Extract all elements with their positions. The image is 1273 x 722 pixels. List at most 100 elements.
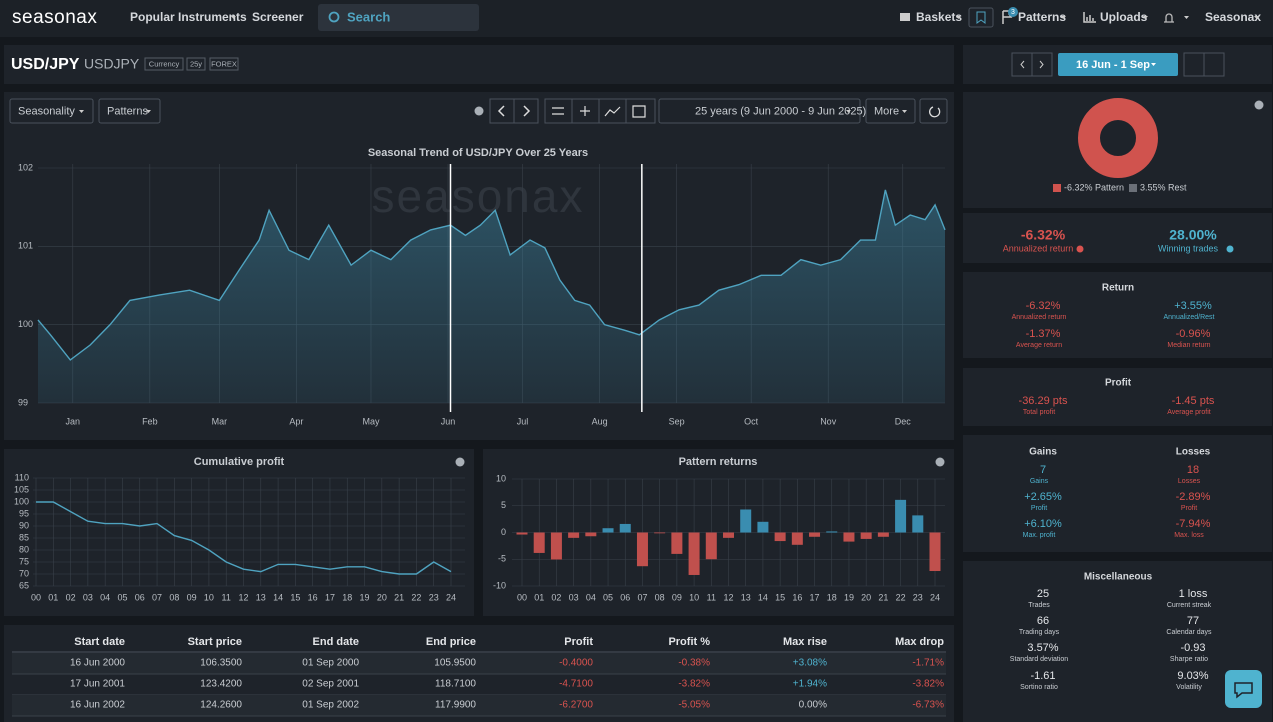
- stat-value: -7.94%: [1176, 518, 1211, 530]
- stat-label: Max. loss: [1174, 532, 1204, 539]
- y-tick-label: 80: [19, 544, 29, 554]
- next-button[interactable]: [513, 98, 539, 124]
- x-tick-label: 21: [878, 592, 888, 602]
- bar: [809, 532, 821, 537]
- caret: [1143, 16, 1148, 19]
- legend-label: 3.55% Rest: [1140, 183, 1187, 193]
- x-tick-label: 10: [689, 592, 699, 602]
- y-tick-label: 99: [18, 397, 28, 407]
- x-tick-label: 03: [569, 592, 579, 602]
- next-button[interactable]: [1031, 52, 1053, 77]
- range-button[interactable]: [1058, 53, 1178, 76]
- dropdown[interactable]: [98, 98, 161, 124]
- x-tick-label: 18: [827, 592, 837, 602]
- tag: [209, 57, 239, 71]
- x-tick-label: 14: [273, 592, 283, 602]
- tag-label: Currency: [149, 59, 180, 68]
- cell: 106.3500: [200, 658, 242, 669]
- row-bg: [12, 653, 946, 674]
- nav-item[interactable]: Seasonax: [1205, 10, 1261, 24]
- folder-icon: [900, 13, 910, 21]
- stat-label: Trading days: [1019, 629, 1060, 636]
- help-icon[interactable]: [935, 457, 945, 467]
- panel: [963, 272, 1272, 358]
- y-tick-label: 102: [18, 162, 33, 172]
- caret: [231, 16, 236, 19]
- search-box[interactable]: [318, 4, 479, 31]
- tool-group[interactable]: [544, 98, 656, 124]
- column-header: End price: [426, 636, 476, 648]
- tag: [186, 57, 206, 71]
- nav-item[interactable]: Uploads: [1100, 10, 1148, 24]
- search-placeholder[interactable]: Search: [347, 9, 390, 24]
- column-header: Max drop: [895, 636, 944, 648]
- stat-label: Trades: [1028, 602, 1050, 609]
- x-tick-label: Jan: [66, 416, 81, 426]
- x-tick-label: 14: [758, 592, 768, 602]
- dropdown[interactable]: [9, 98, 94, 124]
- panel: [963, 368, 1272, 426]
- nav-item[interactable]: Patterns: [1018, 10, 1066, 24]
- range-label[interactable]: 16 Jun - 1 Sep: [1076, 59, 1150, 71]
- bar: [774, 532, 786, 542]
- x-tick-label: 09: [187, 592, 197, 602]
- y-tick-label: 0: [501, 527, 506, 537]
- dropdown[interactable]: [865, 98, 916, 124]
- next-button[interactable]: [1203, 52, 1225, 77]
- x-tick-label: 05: [117, 592, 127, 602]
- summary-label: Winning trades: [1158, 243, 1219, 253]
- row-bg: [12, 695, 946, 716]
- dropdown-label[interactable]: Seasonality: [18, 105, 75, 117]
- x-tick-label: Nov: [820, 416, 837, 426]
- bar: [791, 532, 803, 545]
- y-tick-label: -10: [493, 580, 506, 590]
- help-icon[interactable]: [1254, 100, 1264, 110]
- caret: [79, 110, 84, 113]
- stat-label: Average profit: [1167, 409, 1211, 416]
- watermark: seasonax: [372, 170, 585, 222]
- x-tick-label: 07: [152, 592, 162, 602]
- cell: 01 Sep 2000: [302, 658, 359, 669]
- y-tick-label: 10: [496, 473, 506, 483]
- prev-button[interactable]: [489, 98, 515, 124]
- bar: [516, 532, 528, 535]
- x-tick-label: 23: [429, 592, 439, 602]
- logo[interactable]: seasonax: [12, 7, 97, 28]
- x-tick-label: 07: [637, 592, 647, 602]
- section-title: Miscellaneous: [1084, 572, 1153, 583]
- reset-button[interactable]: [919, 98, 948, 124]
- chart-icon: [1083, 12, 1096, 23]
- bookmark-icon: [976, 11, 986, 24]
- y-tick-label: 100: [18, 319, 33, 329]
- x-tick-label: 08: [169, 592, 179, 602]
- prev-button[interactable]: [1183, 52, 1205, 77]
- chat-button[interactable]: [1225, 670, 1262, 708]
- stat-value: -0.96%: [1176, 328, 1211, 340]
- dropdown-label[interactable]: Patterns: [107, 105, 148, 117]
- stat-label: Total profit: [1023, 409, 1055, 416]
- help-icon[interactable]: [474, 106, 484, 116]
- dividers: [571, 99, 627, 123]
- stat-value: -0.93: [1180, 642, 1205, 654]
- bookmark-button[interactable]: [968, 7, 994, 28]
- y-tick-label: 101: [18, 241, 33, 251]
- summary-value: 28.00%: [1169, 227, 1217, 243]
- nav-item[interactable]: Popular Instruments: [130, 10, 247, 24]
- stat-value: 66: [1037, 615, 1049, 627]
- stat-value: 7: [1040, 464, 1046, 476]
- period-dropdown[interactable]: [658, 98, 861, 124]
- help-icon[interactable]: [455, 457, 465, 467]
- bell-icon[interactable]: [1164, 13, 1174, 23]
- nav-item[interactable]: Screener: [252, 10, 304, 24]
- tag-label: FOREX: [211, 59, 237, 68]
- reset-icon: [929, 106, 941, 118]
- period-label[interactable]: 25 years (9 Jun 2000 - 9 Jun 2025): [695, 105, 866, 117]
- legend-name: Rest: [1168, 183, 1187, 193]
- x-tick-label: May: [362, 416, 380, 426]
- dropdown-label[interactable]: More: [874, 105, 899, 117]
- cell: -0.38%: [678, 658, 710, 669]
- nav-item[interactable]: Baskets: [916, 10, 962, 24]
- bar: [568, 532, 580, 538]
- prev-button[interactable]: [1011, 52, 1033, 77]
